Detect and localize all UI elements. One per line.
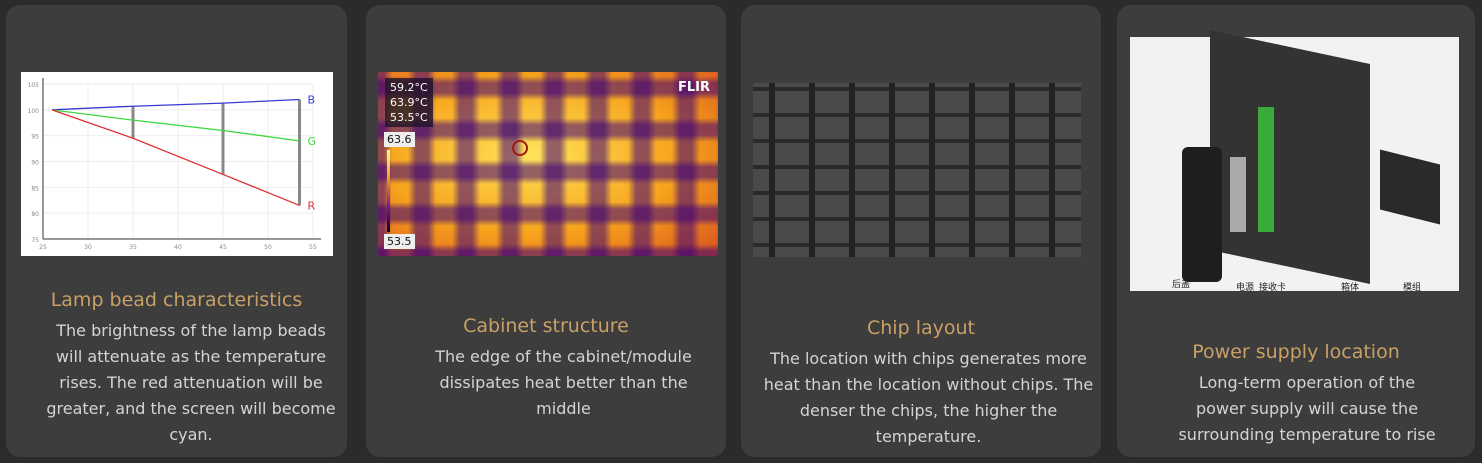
label-module: 模组 [1403, 283, 1422, 293]
scale-max: 63.6 [384, 132, 415, 147]
y-tick-label: 80 [31, 211, 39, 218]
hotspot-marker [512, 140, 528, 156]
card-description: The edge of the cabinet/module dissipate… [435, 347, 692, 418]
y-tick-label: 85 [31, 185, 39, 192]
label-back-cover: 后盖 [1172, 280, 1191, 290]
card-title: Cabinet structure [463, 315, 629, 337]
x-tick-label: 50 [264, 244, 272, 251]
card-cabinet-structure: 59.2°C 63.9°C 53.5°C FLIR 63.6 53.5 Cabi… [366, 5, 726, 457]
thermal-readings: 59.2°C 63.9°C 53.5°C [385, 78, 433, 127]
card-lamp-bead: 75 80 85 90 95 100 105 25 30 35 40 45 50 55 B G R Lamp b… [6, 5, 347, 457]
y-tick-label: 90 [31, 160, 39, 167]
label-power: 电源 [1236, 283, 1255, 293]
reading: 53.5°C [390, 111, 428, 124]
series-line-B [51, 98, 300, 111]
card-description: Long-term operation of the power supply … [1178, 373, 1436, 444]
x-tick-label: 55 [309, 244, 317, 251]
card-title: Chip layout [867, 317, 975, 339]
card-title: Power supply location [1192, 341, 1400, 363]
card-chip-layout: Chip layout The location with chips gene… [741, 5, 1101, 457]
power-supply [1230, 157, 1246, 232]
back-cover [1182, 147, 1222, 282]
cabinet-exploded-diagram: 后盖 电源 接收卡 箱体 模组 [1130, 29, 1459, 293]
brightness-chart: 75 80 85 90 95 100 105 25 30 35 40 45 50 55 B G R [21, 72, 333, 256]
y-tick-label: 100 [28, 108, 40, 115]
color-scale [387, 150, 390, 232]
label-cabinet: 箱体 [1341, 283, 1360, 293]
series-label-B: B [308, 94, 316, 107]
scale-min: 53.5 [384, 234, 415, 249]
x-tick-label: 40 [174, 244, 182, 251]
y-tick-label: 95 [31, 134, 39, 141]
y-tick-label: 75 [31, 237, 39, 244]
x-tick-label: 25 [39, 244, 47, 251]
x-tick-label: 45 [219, 244, 227, 251]
thermal-image: 59.2°C 63.9°C 53.5°C FLIR 63.6 53.5 [378, 72, 718, 256]
flir-logo: FLIR [677, 80, 710, 95]
y-tick-label: 105 [28, 82, 40, 89]
series-label-G: G [308, 135, 317, 148]
series-line-R [51, 109, 300, 207]
receiving-card [1258, 107, 1274, 232]
reading: 63.9°C [390, 96, 428, 109]
series-label-R: R [308, 199, 316, 212]
module [1380, 149, 1440, 225]
series-line-G [51, 109, 300, 142]
x-tick-label: 30 [84, 244, 92, 251]
card-title: Lamp bead characteristics [50, 289, 303, 311]
card-description: The location with chips generates more h… [763, 349, 1094, 446]
label-receiving-card: 接收卡 [1259, 283, 1287, 293]
card-description: The brightness of the lamp beads will at… [46, 321, 336, 444]
reading: 59.2°C [390, 81, 428, 94]
card-power-supply: 后盖 电源 接收卡 箱体 模组 Power supply location Lo… [1117, 5, 1475, 457]
x-tick-label: 35 [129, 244, 137, 251]
chip-board-image [753, 83, 1081, 257]
